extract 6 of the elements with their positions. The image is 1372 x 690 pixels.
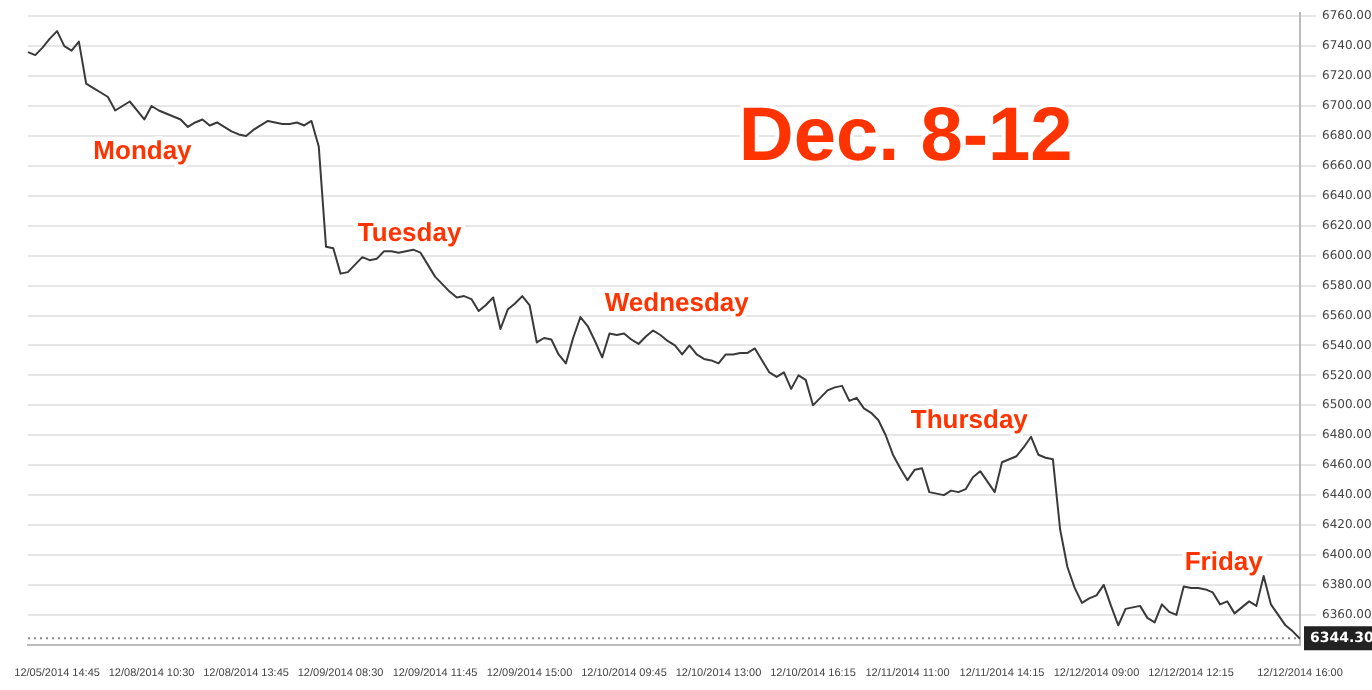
text: Dec. 8-12 xyxy=(738,94,1073,179)
annotation: Thursday xyxy=(910,403,1030,434)
annotation: Monday xyxy=(93,135,194,166)
annotation: Friday xyxy=(1184,545,1265,576)
annotation: Wednesday xyxy=(604,286,751,317)
annotation: Tuesday xyxy=(357,217,463,248)
